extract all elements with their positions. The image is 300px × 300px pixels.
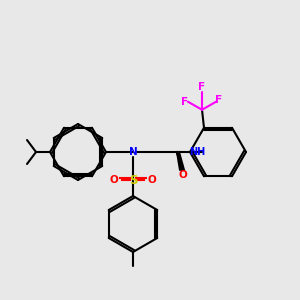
- Text: NH: NH: [189, 147, 205, 157]
- Text: S: S: [129, 173, 137, 187]
- Text: F: F: [198, 82, 206, 92]
- Text: O: O: [148, 175, 156, 185]
- Text: O: O: [178, 170, 188, 180]
- Text: O: O: [110, 175, 118, 185]
- Text: N: N: [129, 147, 137, 157]
- Text: F: F: [215, 95, 223, 105]
- Text: F: F: [182, 97, 189, 107]
